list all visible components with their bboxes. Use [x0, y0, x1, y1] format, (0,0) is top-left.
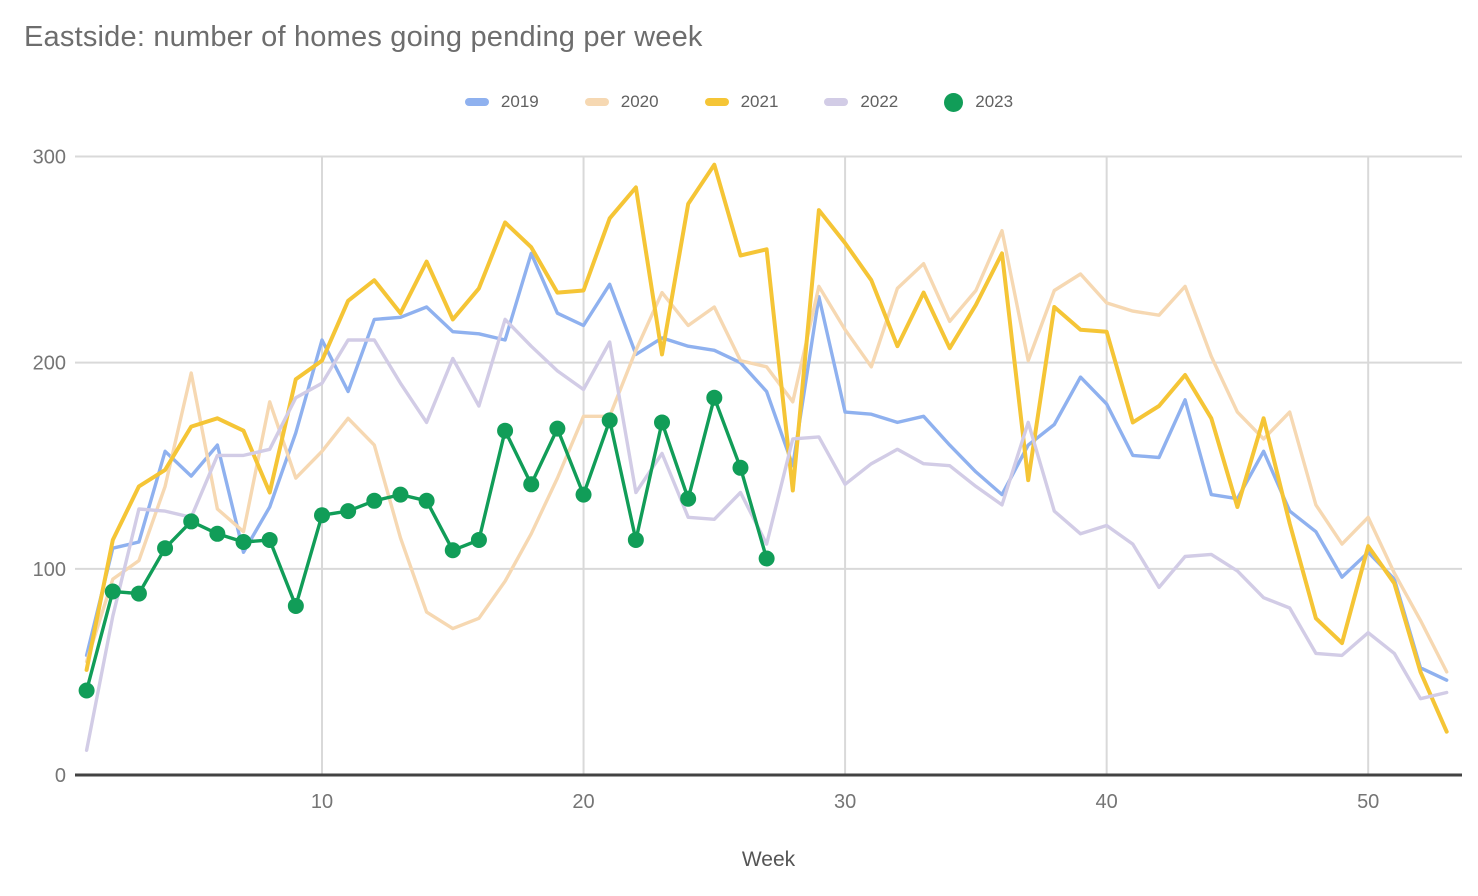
series-point-2023-week-9	[287, 597, 304, 614]
series-point-2023-week-7	[235, 534, 252, 551]
legend-label-2023: 2023	[975, 92, 1014, 111]
series-line-2020	[84, 228, 1449, 674]
series-point-2023-week-5	[183, 513, 200, 530]
y-tick-label-100: 100	[33, 559, 66, 581]
series-point-2023-week-3	[130, 585, 147, 602]
legend-swatch-icon-2022	[824, 98, 849, 106]
series-line-2021	[84, 162, 1449, 734]
series-point-2023-week-24	[680, 490, 697, 507]
legend-swatch-icon-2019	[464, 98, 489, 106]
series-point-2023-week-6	[209, 525, 226, 542]
series-line-2019	[84, 251, 1449, 682]
series-point-2023-week-10	[313, 507, 330, 524]
x-tick-label-30: 30	[834, 791, 856, 813]
y-tick-label-0: 0	[55, 765, 66, 787]
series-point-2023-week-26	[732, 459, 749, 476]
series-point-2023-week-18	[523, 476, 540, 493]
series-point-2023-week-22	[627, 531, 644, 548]
series-point-2023-week-4	[157, 540, 174, 557]
legend-swatch-icon-2023	[944, 92, 964, 112]
series-point-2023-week-14	[418, 492, 435, 509]
series-point-2023-week-27	[758, 550, 775, 567]
legend-item-2022: 2022	[824, 92, 898, 112]
legend-item-2020: 2020	[584, 92, 659, 112]
y-tick-label-300: 300	[33, 146, 66, 168]
series-point-2023-week-12	[366, 492, 383, 509]
x-axis-title: Week	[742, 848, 796, 871]
series-point-2023-week-11	[340, 503, 357, 520]
legend-swatch-icon-2020	[584, 98, 609, 106]
x-tick-label-50: 50	[1357, 791, 1379, 813]
series-point-2023-week-21	[601, 412, 618, 429]
chart-legend: 2019 2020 2021 2022 2023	[0, 92, 1478, 112]
legend-item-2023: 2023	[944, 92, 1013, 112]
legend-item-2019: 2019	[464, 92, 539, 112]
x-tick-label-20: 20	[572, 791, 594, 813]
series-point-2023-week-20	[575, 486, 592, 503]
legend-label-2020: 2020	[620, 92, 659, 111]
x-tick-label-10: 10	[311, 791, 333, 813]
series-line-2023	[84, 396, 769, 693]
series-point-2023-week-16	[470, 531, 487, 548]
legend-swatch-icon-2021	[704, 98, 729, 106]
series-point-2023-week-19	[549, 420, 566, 437]
series-point-2023-week-17	[497, 422, 514, 439]
legend-label-2019: 2019	[500, 92, 539, 111]
series-point-2023-week-8	[261, 531, 278, 548]
legend-item-2021: 2021	[704, 92, 779, 112]
series-line-2022	[84, 317, 1449, 752]
chart-title: Eastside: number of homes going pending …	[24, 21, 703, 53]
series-point-2023-week-23	[654, 414, 671, 431]
x-tick-label-40: 40	[1096, 791, 1118, 813]
series-point-2023-week-1	[78, 682, 95, 699]
series-point-2023-week-15	[444, 542, 461, 559]
legend-label-2022: 2022	[860, 92, 899, 111]
legend-label-2021: 2021	[740, 92, 779, 111]
series-point-2023-week-2	[104, 583, 121, 600]
series-point-2023-week-25	[706, 389, 723, 406]
y-tick-label-200: 200	[33, 353, 66, 375]
series-point-2023-week-13	[392, 486, 409, 503]
